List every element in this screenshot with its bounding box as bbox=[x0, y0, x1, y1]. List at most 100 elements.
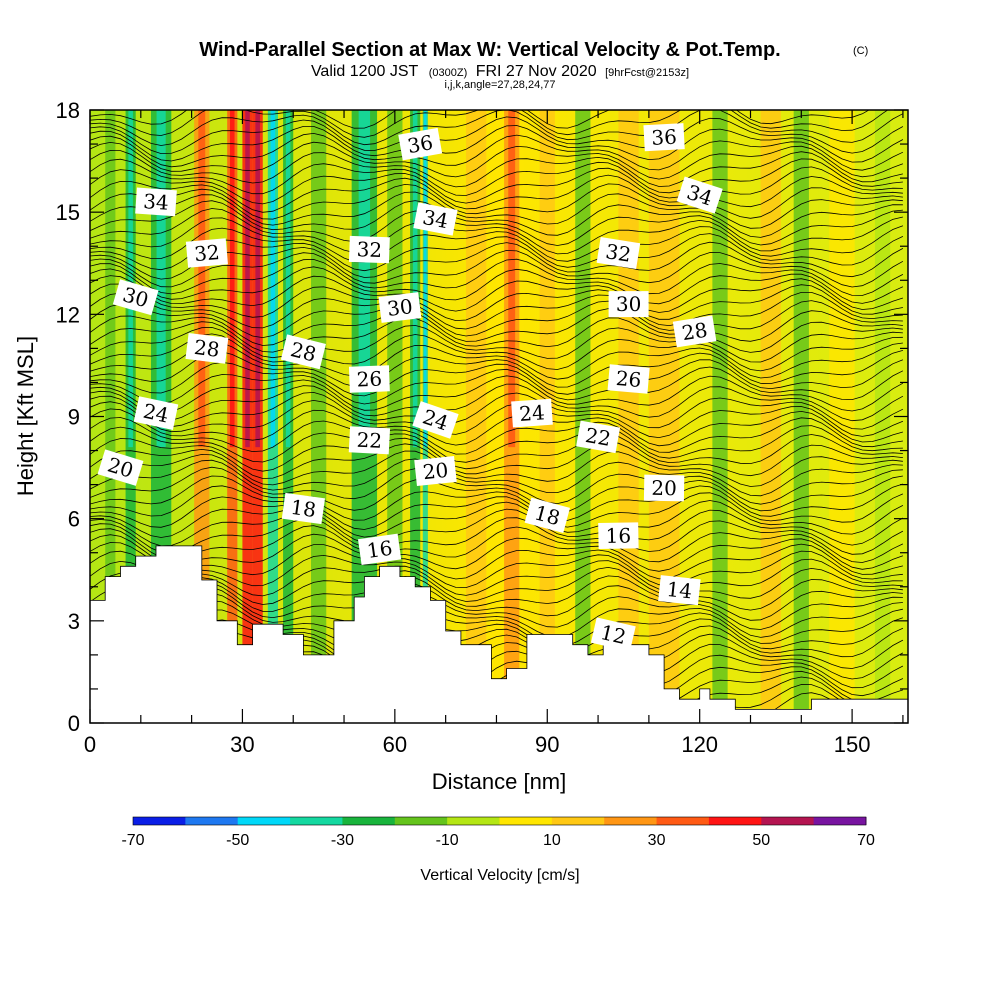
colorbar-segment bbox=[447, 817, 500, 825]
theta-contour bbox=[90, 116, 904, 155]
theta-contour bbox=[90, 533, 904, 572]
contour-label: 24 bbox=[133, 396, 179, 430]
colorbar bbox=[132, 816, 867, 826]
y-tick-label: 6 bbox=[68, 507, 80, 532]
theta-contour bbox=[90, 216, 903, 255]
theta-contour bbox=[90, 359, 904, 397]
theta-contour bbox=[90, 258, 904, 296]
colorbar-tick-label: 10 bbox=[543, 832, 561, 849]
theta-contour bbox=[90, 466, 903, 505]
contour-label-text: 34 bbox=[421, 205, 451, 233]
colorbar-segment bbox=[551, 817, 605, 825]
contour-label: 30 bbox=[378, 292, 422, 323]
contour-label: 34 bbox=[135, 187, 177, 217]
x-tick-labels: 0 30 60 90 120 150 bbox=[84, 732, 871, 757]
contour-label-text: 34 bbox=[142, 189, 169, 215]
theta-contour bbox=[90, 425, 903, 463]
theta-contour bbox=[90, 300, 903, 339]
contour-label: 32 bbox=[185, 238, 228, 268]
theta-contour bbox=[90, 158, 903, 196]
contour-label: 36 bbox=[398, 127, 443, 161]
colorbar-segment bbox=[499, 817, 553, 825]
contour-label: 24 bbox=[511, 398, 553, 428]
contour-label-text: 28 bbox=[193, 335, 221, 362]
contour-label: 30 bbox=[112, 279, 159, 316]
x-tick-label: 60 bbox=[383, 732, 407, 757]
contour-label-text: 28 bbox=[680, 318, 709, 346]
theta-contour bbox=[90, 441, 903, 479]
contour-label-text: 30 bbox=[616, 292, 641, 316]
theta-contour bbox=[90, 283, 903, 322]
theta-contour bbox=[90, 324, 903, 363]
axis-ticks bbox=[89, 109, 908, 724]
theta-contour bbox=[90, 275, 904, 313]
y-tick-label: 12 bbox=[56, 302, 80, 327]
contour-label: 20 bbox=[643, 474, 685, 502]
x-tick-label: 30 bbox=[230, 732, 254, 757]
theta-contour bbox=[90, 183, 903, 220]
contour-label-text: 36 bbox=[406, 130, 435, 158]
theta-contour bbox=[90, 110, 889, 138]
contour-label-text: 32 bbox=[193, 240, 220, 266]
contour-label-text: 16 bbox=[605, 523, 631, 547]
colorbar-tick-label: -30 bbox=[331, 832, 354, 849]
theta-contour bbox=[90, 166, 903, 205]
contour-label: 28 bbox=[280, 334, 326, 370]
contour-label-text: 20 bbox=[651, 476, 677, 500]
theta-contour bbox=[90, 600, 903, 638]
contour-label: 22 bbox=[576, 420, 621, 454]
copyright-mark: (C) bbox=[853, 45, 868, 57]
colorbar-tick-label: 70 bbox=[857, 832, 875, 849]
colorbar-segment bbox=[185, 817, 239, 825]
velocity-band bbox=[829, 110, 855, 723]
colorbar-segment bbox=[133, 817, 186, 825]
theta-contour bbox=[90, 517, 904, 555]
colorbar-tick-label: -50 bbox=[226, 832, 249, 849]
theta-contour bbox=[90, 375, 904, 414]
contour-label-text: 22 bbox=[583, 423, 612, 451]
velocity-core bbox=[156, 110, 166, 448]
velocity-band bbox=[465, 110, 487, 723]
theta-contour bbox=[90, 592, 903, 630]
contour-label: 26 bbox=[348, 365, 390, 393]
contour-label-text: 24 bbox=[518, 400, 545, 426]
contour-label: 34 bbox=[413, 202, 458, 236]
velocity-core bbox=[358, 110, 371, 448]
theta-contour bbox=[90, 458, 903, 497]
colorbar-segment bbox=[394, 817, 448, 825]
theta-contour bbox=[90, 149, 903, 188]
y-axis-title: Height [Kft MSL] bbox=[13, 336, 38, 496]
colorbar-tick-label: 30 bbox=[648, 832, 666, 849]
colorbar-tick-labels: -70 -50 -30 -10 10 30 50 70 bbox=[121, 832, 875, 849]
theta-contour bbox=[90, 249, 904, 288]
contour-label: 16 bbox=[598, 522, 639, 550]
theta-contour bbox=[90, 450, 903, 487]
colorbar-title: Vertical Velocity [cm/s] bbox=[420, 867, 579, 884]
contour-label-text: 32 bbox=[356, 237, 382, 262]
contour-label: 18 bbox=[281, 492, 326, 525]
chart-subtitle: Valid 1200 JST (0300Z) FRI 27 Nov 2020 [… bbox=[311, 63, 689, 80]
colorbar-tick-label: -70 bbox=[121, 832, 144, 849]
grid-indices: i,j,k,angle=27,28,24,77 bbox=[444, 79, 555, 91]
valid-time: Valid 1200 JST bbox=[311, 63, 419, 80]
x-tick-label: 150 bbox=[834, 732, 871, 757]
velocity-core bbox=[424, 110, 427, 448]
colorbar-segment bbox=[813, 817, 867, 825]
colorbar-tick-label: -10 bbox=[436, 832, 459, 849]
colorbar-segment bbox=[656, 817, 710, 825]
velocity-core bbox=[285, 110, 291, 448]
x-tick-label: 120 bbox=[681, 732, 718, 757]
colorbar-tick-label: 50 bbox=[752, 832, 770, 849]
velocity-core bbox=[270, 110, 276, 448]
contour-label: 30 bbox=[608, 291, 649, 318]
theta-contour bbox=[90, 508, 904, 547]
theta-contour bbox=[90, 292, 903, 330]
theta-contour bbox=[90, 475, 903, 514]
theta-contour bbox=[90, 191, 903, 229]
velocity-band bbox=[105, 110, 116, 723]
theta-contour bbox=[90, 433, 903, 472]
contour-label-text: 28 bbox=[288, 337, 319, 366]
contour-label: 26 bbox=[607, 364, 650, 394]
